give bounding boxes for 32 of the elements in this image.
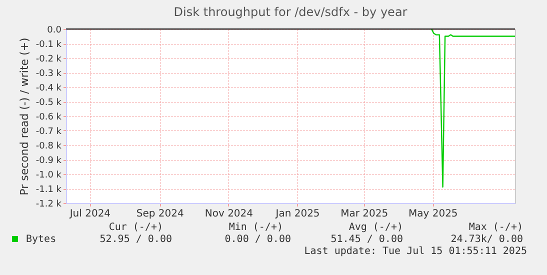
y-tick-label: -0.7 k [36, 127, 62, 137]
y-axis-title: Pr second read (-) / write (+) [18, 38, 31, 196]
x-tick-label: Mar 2025 [340, 208, 388, 220]
y-tick-label: -0.1 k [36, 40, 62, 50]
y-tick-label: 0.0 [47, 26, 62, 36]
y-tick-label: -0.2 k [36, 54, 62, 64]
y-tick-label: -0.3 k [36, 69, 62, 79]
text: Avg (-/+) [348, 222, 403, 233]
y-tick-label: -0.4 k [36, 84, 62, 94]
y-tick-label: -0.6 k [36, 112, 62, 122]
x-tick-label: Nov 2024 [204, 208, 254, 220]
y-tick-label: -0.8 k [36, 142, 62, 152]
chart-title: Disk throughput for /dev/sdfx - by year [174, 5, 408, 19]
text: 51.45 / 0.00 [330, 234, 403, 245]
y-tick-label: -1.2 k [36, 200, 62, 210]
y-tick-label: -1.0 k [36, 170, 62, 180]
legend-label: Bytes [26, 234, 56, 245]
y-tick-label: -0.5 k [36, 98, 62, 108]
text: Cur (-/+) [108, 222, 163, 233]
x-tick-label: May 2025 [408, 208, 458, 220]
text: 0.00 / 0.00 [224, 234, 291, 245]
line-series [430, 28, 516, 188]
y-tick-label: -1.1 k [36, 185, 62, 195]
x-tick-label: Jan 2025 [274, 208, 320, 220]
text: Min (-/+) [228, 222, 283, 233]
x-tick-label: Sep 2024 [136, 208, 184, 220]
text: 24.73k/ 0.00 [450, 234, 523, 245]
x-tick-label: Jul 2024 [68, 208, 111, 220]
text: Last update: Tue Jul 15 01:55:11 2025 [304, 246, 527, 257]
text: 52.95 / 0.00 [100, 234, 172, 245]
y-tick-label: -0.9 k [36, 156, 62, 166]
text: Max (-/+) [468, 222, 523, 233]
